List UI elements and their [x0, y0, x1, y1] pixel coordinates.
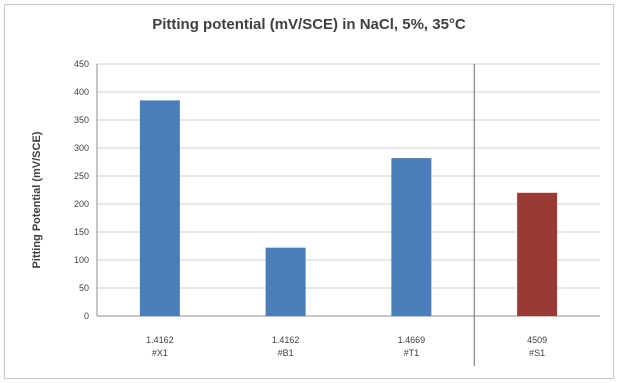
x-tick-label: 1.4162 — [272, 335, 300, 345]
y-tick-label: 350 — [74, 115, 89, 125]
y-tick-label: 100 — [74, 255, 89, 265]
y-tick-label: 150 — [74, 227, 89, 237]
x-tick-label: #T1 — [404, 348, 420, 358]
x-tick-label: 1.4162 — [146, 335, 174, 345]
y-tick-label: 0 — [84, 311, 89, 321]
bar — [139, 100, 180, 317]
chart-title: Pitting potential (mV/SCE) in NaCl, 5%, … — [152, 16, 466, 33]
y-tick-label: 250 — [74, 171, 89, 181]
y-tick-label: 50 — [79, 283, 89, 293]
x-tick-label: 4509 — [527, 335, 547, 345]
y-tick-label: 300 — [74, 143, 89, 153]
y-tick-label: 400 — [74, 87, 89, 97]
y-tick-label: 450 — [74, 59, 89, 69]
bar — [391, 158, 432, 316]
bar — [517, 192, 558, 316]
x-tick-label: #B1 — [278, 348, 294, 358]
x-tick-label: #X1 — [152, 348, 168, 358]
x-tick-label: 1.4669 — [398, 335, 426, 345]
x-tick-label: #S1 — [529, 348, 545, 358]
y-tick-label: 200 — [74, 199, 89, 209]
bar — [265, 247, 306, 316]
